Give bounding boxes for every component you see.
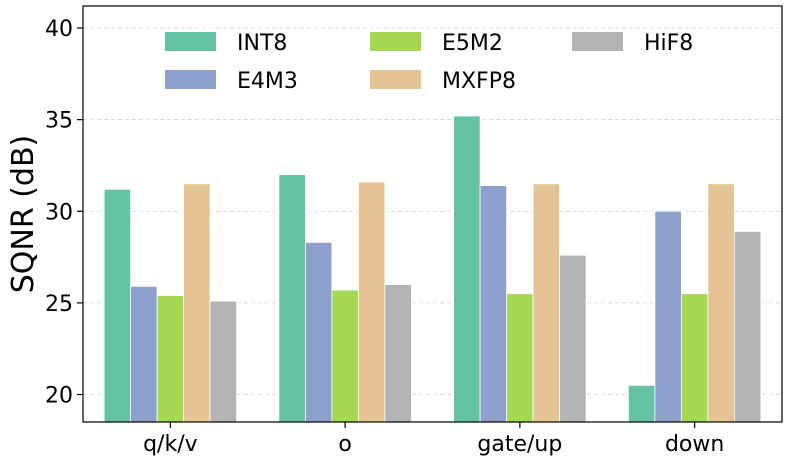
y-axis-title: SQNR (dB) [6,135,41,294]
bar-e4m3-o [304,242,333,423]
bar-mxfp8-down [707,183,735,423]
legend-label-hif8: HiF8 [644,31,693,56]
plot-frame [82,5,783,423]
bar-hif8-q-k-v [209,300,238,423]
bar-hif8-gate-up [559,254,587,423]
legend-label-e4m3: E4M3 [237,69,298,94]
legend-swatch-int8 [165,32,216,51]
y-axis-ticks: 20 25 30 35 40 [45,17,83,409]
y-tick-label-20: 20 [45,384,73,409]
bar-e4m3-down [654,210,682,423]
x-axis-ticks: q/k/v o gate/up down [143,422,724,457]
bar-mxfp8-gate-up [532,183,561,423]
bar-int8-down [627,384,656,423]
legend-swatch-mxfp8 [370,70,421,89]
bars [103,115,762,423]
bar-int8-o [278,174,306,423]
bar-int8-q-k-v [103,188,132,423]
bar-e5m2-o [331,289,359,423]
y-tick-label-25: 25 [45,292,73,317]
bar-e5m2-q-k-v [156,295,185,423]
legend-label-e5m2: E5M2 [442,31,503,56]
legend-swatch-e4m3 [165,70,216,89]
y-tick-label-30: 30 [45,200,73,225]
bar-e4m3-q-k-v [130,285,158,423]
bar-hif8-down [733,231,762,423]
y-tick-label-40: 40 [45,17,73,42]
legend-label-int8: INT8 [237,31,287,56]
bar-int8-gate-up [453,115,481,423]
x-tick-label-o: o [338,432,351,457]
legend-label-mxfp8: MXFP8 [442,69,516,94]
x-tick-label-gate-up: gate/up [477,432,562,457]
bar-mxfp8-q-k-v [183,183,211,423]
legend-swatch-e5m2 [370,32,421,51]
bar-e4m3-gate-up [479,185,508,423]
bar-e5m2-down [680,293,709,423]
legend: INT8 E4M3 E5M2 MXFP8 HiF8 [165,31,693,94]
x-tick-label-q-k-v: q/k/v [143,432,198,457]
x-tick-label-down: down [665,432,724,457]
legend-swatch-hif8 [572,32,623,51]
y-tick-label-35: 35 [45,109,73,134]
bar-e5m2-gate-up [506,293,534,423]
bar-hif8-o [384,284,412,423]
bar-mxfp8-o [357,181,386,423]
